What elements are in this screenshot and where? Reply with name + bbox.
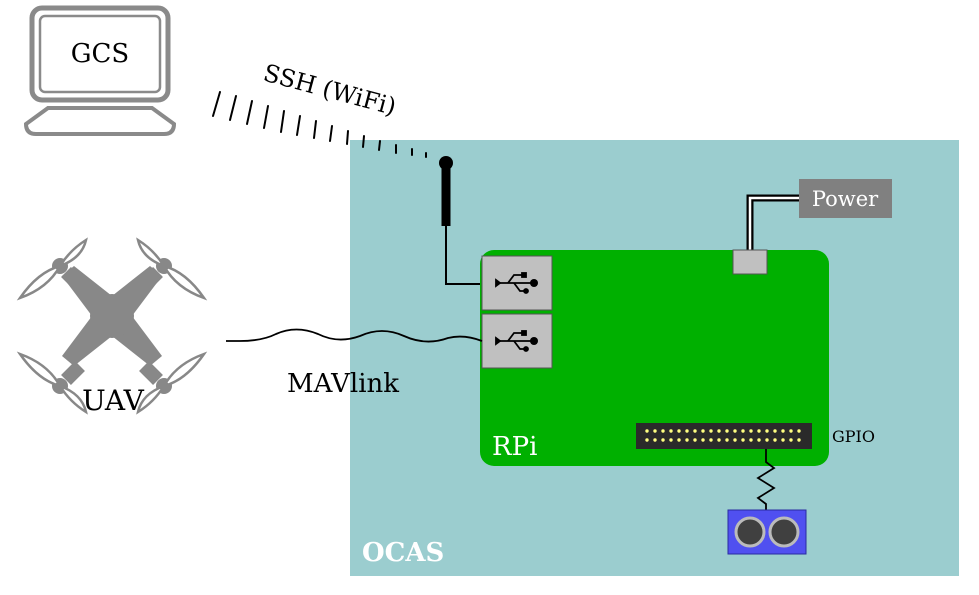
gpio-pin [677,429,681,433]
mavlink-cable [226,328,483,343]
ultrasonic-sensor-icon [727,509,807,555]
gpio-pin [645,429,649,433]
power-cable [746,194,799,250]
gpio-label: GPIO [832,427,875,446]
wifi-signal [212,91,427,158]
gpio-pin [645,438,649,442]
gpio-pin [789,438,793,442]
gpio-pin [757,438,761,442]
gpio-pin [709,438,713,442]
antenna-icon [439,156,453,226]
antenna-cable [445,226,482,285]
gpio-pin [701,438,705,442]
gpio-pin [781,438,785,442]
gpio-pin [709,429,713,433]
gpio-pin [661,429,665,433]
gpio-pin [653,429,657,433]
gpio-pin [797,429,801,433]
computer-icon [23,5,177,136]
uav-label: UAV [82,384,145,417]
usb-icon [495,272,538,294]
usb-port-wifi [481,255,553,311]
gpio-pin [797,438,801,442]
gpio-pin [693,429,697,433]
gpio-pin [685,429,689,433]
gcs-label: GCS [71,39,129,69]
mavlink-label: MAVlink [287,369,399,399]
rpi-label: RPi [492,432,537,462]
gpio-pin [781,429,785,433]
gpio-pin [741,438,745,442]
gpio-pin [741,429,745,433]
gpio-pin [693,438,697,442]
usb-icon [495,330,538,352]
gpio-pin [765,429,769,433]
gpio-pin [733,429,737,433]
gpio-pin [765,438,769,442]
gpio-pin [789,429,793,433]
gpio-pin [725,429,729,433]
gpio-pin [661,438,665,442]
gpio-pin [773,429,777,433]
usb-port-mavlink [481,313,553,369]
gpio-pin [725,438,729,442]
sensor-wire [756,449,776,512]
ssh-wifi-label: SSH (WiFi) [260,59,399,121]
gpio-pin [749,429,753,433]
gcs-computer: GCS [23,5,177,136]
gpio-pin [685,438,689,442]
gpio-pin [749,438,753,442]
gpio-pin [773,438,777,442]
power-connector [732,249,768,275]
gpio-pin [717,429,721,433]
gpio-pin [701,429,705,433]
rpi-board [480,250,829,466]
ocas-label: OCAS [362,538,444,568]
gpio-pin [717,438,721,442]
gpio-pin [653,438,657,442]
gpio-pin [677,438,681,442]
gpio-header [636,423,812,449]
power-label: Power [812,187,879,211]
gpio-pins [645,429,801,442]
gpio-pin [733,438,737,442]
gpio-pin [757,429,761,433]
quadcopter-icon [16,237,208,415]
gpio-pin [669,429,673,433]
power-box [799,179,892,218]
gpio-pin [669,438,673,442]
